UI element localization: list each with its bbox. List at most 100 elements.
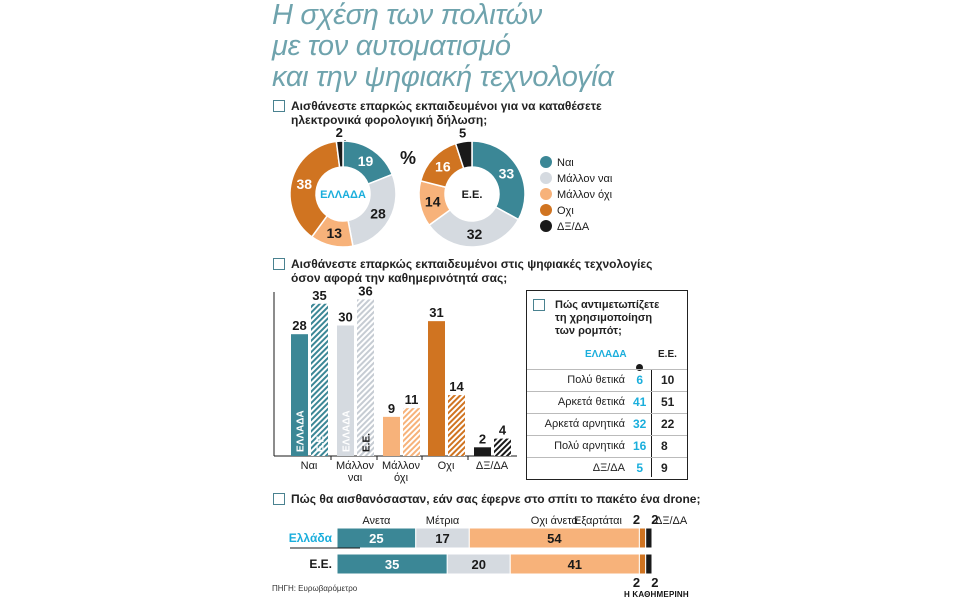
robots-table-row: ΔΞ/ΔΑ 5 9 [527, 457, 687, 480]
square-outline-icon [533, 299, 545, 311]
x-tick-label: Ναι [301, 460, 318, 472]
stacked-segment [645, 553, 653, 575]
slice-label: 2 [336, 125, 343, 140]
donut-slice [347, 173, 397, 247]
title-line: με τον αυτοματισμό [272, 30, 511, 62]
donut-center-label: Ε.Ε. [462, 189, 483, 201]
slice-label: 13 [326, 225, 342, 241]
donut-greece: 19 28 13 38 2 ΕΛΛΑΔΑ% [289, 125, 416, 248]
row-value-eu: 22 [661, 417, 675, 431]
bar-series-label: ΕΛΛΑΔΑ [342, 410, 353, 452]
legend-swatch [540, 204, 552, 216]
legend-label: Οχι [557, 205, 574, 217]
bar-eu [403, 408, 420, 456]
robots-table-row: Πολύ αρνητικά 16 8 [527, 435, 687, 458]
donut-slice [428, 205, 520, 248]
bar-value-label: 14 [449, 379, 464, 394]
slice-label: 33 [499, 166, 515, 182]
segment-value-label: 25 [369, 531, 383, 546]
x-tick-label: Μάλλον [382, 460, 420, 472]
dot-pointer-icon [636, 364, 643, 371]
robots-table-row: Πολύ θετικά 6 10 [527, 369, 687, 392]
bar-value-label: 4 [499, 423, 507, 438]
infographic-title: Η σχέση των πολιτών με τον αυτοματισμό κ… [272, 0, 614, 93]
segment-header-label: Ανετα [362, 515, 391, 527]
segment-header-label: Μέτρια [426, 515, 460, 527]
bar-eu [311, 303, 328, 456]
row-value-eu: 51 [661, 395, 675, 409]
legend-swatch [540, 220, 552, 232]
title-line: Η σχέση των πολιτών [272, 0, 542, 31]
robots-question: Πώς αντιμετωπίζετε τη χρησιμοποίηση των … [555, 299, 659, 338]
bar-greece [428, 321, 445, 456]
square-outline-icon [273, 493, 285, 505]
question-line: όσον αφορά την καθημερινότητά σας; [291, 271, 508, 285]
segment-header-label: Εξαρτάται [574, 515, 623, 527]
stacked-segment [638, 553, 647, 575]
question-line: τη χρησιμοποίηση [555, 312, 653, 324]
slice-label: 28 [370, 205, 386, 221]
donut-eu: 33 32 14 16 5 Ε.Ε. [418, 126, 526, 248]
bar-greece [337, 325, 354, 456]
donut-slice [335, 140, 344, 169]
bar-value-label: 31 [429, 305, 443, 320]
question-line: Πώς αντιμετωπίζετε [555, 299, 660, 311]
slice-label: 16 [435, 159, 451, 175]
row-value-greece: 6 [636, 373, 643, 387]
legend-swatch [540, 188, 552, 200]
square-outline-icon [273, 100, 285, 112]
bar-greece [291, 334, 308, 456]
legend-label: Ναι [557, 157, 574, 169]
x-tick-label: ναι [348, 472, 363, 484]
question-line: Αισθάνεστε επαρκώς εκπαιδευμένοι στις ψη… [291, 257, 653, 271]
stacked-segment [638, 527, 647, 549]
segment-value-label: 17 [435, 531, 449, 546]
bar-value-label: 2 [479, 431, 486, 446]
question-digital-skills: Αισθάνεστε επαρκώς εκπαιδευμένοι στις ψη… [291, 257, 652, 285]
row-value-eu: 10 [661, 373, 675, 387]
question-drone: Πώς θα αισθανόσασταν, εάν σας έφερνε στο… [291, 492, 701, 506]
segment-value-label: 2 [651, 575, 658, 590]
legend-label: Μάλλον όχι [557, 189, 613, 201]
robots-table: Πώς αντιμετωπίζετε τη χρησιμοποίηση των … [526, 290, 688, 480]
donut-slice [454, 140, 473, 170]
slice-label: 38 [296, 176, 312, 192]
legend-label: Μάλλον ναι [557, 173, 613, 185]
segment-value-label: 2 [651, 512, 658, 527]
x-tick-label: Μάλλον [336, 460, 374, 472]
title-line: και την ψηφιακή τεχνολογία [272, 61, 614, 93]
legend-label: ΔΞ/ΔΑ [557, 221, 590, 233]
row-value-greece: 16 [633, 439, 647, 453]
question-line: Αισθάνεστε επαρκώς εκπαιδευμένοι για να … [291, 99, 602, 113]
row-value-greece: 32 [633, 417, 647, 431]
segment-value-label: 20 [472, 557, 486, 572]
bar-value-label: 11 [405, 392, 419, 407]
bar-greece [474, 447, 491, 456]
row-category-label: Ελλάδα [289, 531, 333, 545]
question-line: των ρομπότ; [555, 325, 622, 337]
square-outline-icon [273, 258, 285, 270]
robots-table-row: Αρκετά αρνητικά 32 22 [527, 413, 687, 436]
row-label: Αρκετά αρνητικά [544, 418, 625, 430]
bar-value-label: 36 [358, 283, 372, 298]
donut-slice [471, 140, 526, 221]
row-label: Πολύ αρνητικά [554, 440, 625, 452]
robots-table-row: Αρκετά θετικά 41 51 [527, 391, 687, 414]
segment-header-label: ΔΞ/ΔΑ [655, 515, 688, 527]
column-divider [651, 369, 652, 477]
bar-value-label: 30 [338, 310, 352, 325]
bar-value-label: 9 [388, 401, 395, 416]
row-label: ΔΞ/ΔΑ [592, 462, 625, 474]
row-value-greece: 41 [633, 395, 647, 409]
row-value-greece: 5 [636, 461, 643, 475]
segment-value-label: 54 [547, 531, 562, 546]
stacked-segment [645, 527, 653, 549]
legend-swatch [540, 156, 552, 168]
x-tick-label: Οχι [438, 460, 455, 472]
percent-sign: % [400, 148, 416, 168]
slice-label: 19 [358, 153, 374, 169]
slice-label: 14 [425, 193, 441, 209]
x-tick-label: ΔΞ/ΔΑ [476, 460, 509, 472]
